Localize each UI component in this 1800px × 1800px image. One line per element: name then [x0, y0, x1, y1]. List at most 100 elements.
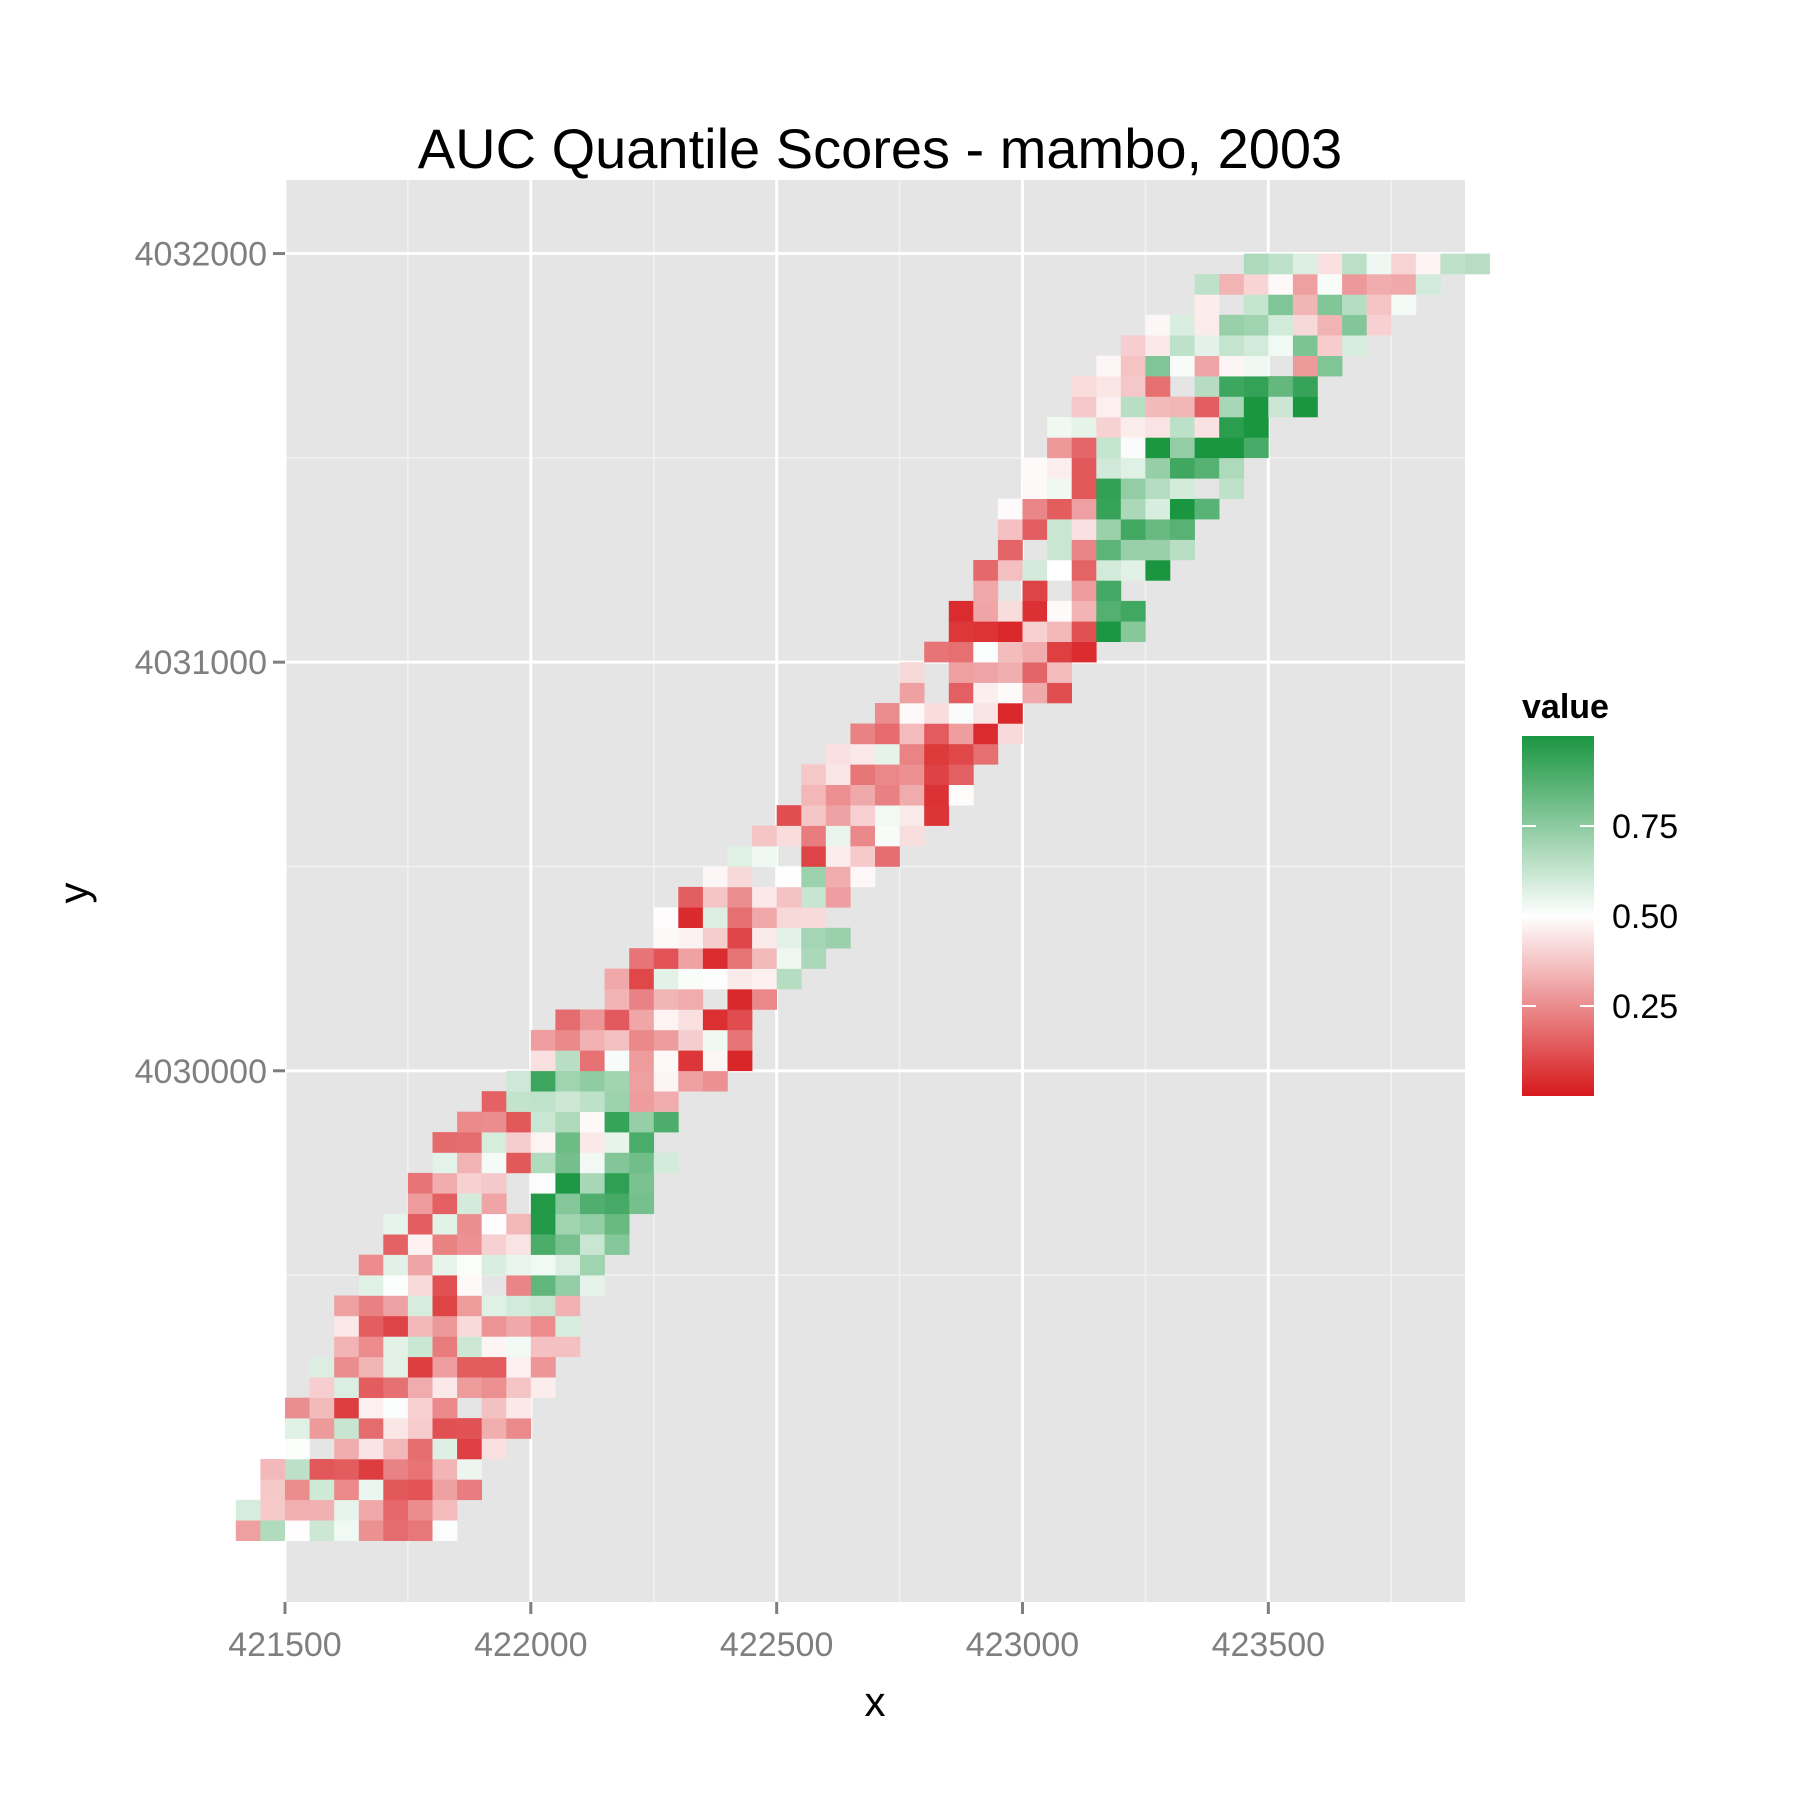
heatmap-cell — [407, 1295, 433, 1317]
heatmap-cell — [727, 886, 753, 908]
heatmap-cell — [1194, 498, 1220, 520]
heatmap-cell — [1047, 662, 1072, 683]
heatmap-cell — [850, 866, 876, 888]
heatmap-cell — [334, 1499, 360, 1521]
heatmap-cell — [825, 764, 851, 785]
heatmap-cell — [555, 1193, 581, 1215]
heatmap-cell — [383, 1397, 409, 1419]
heatmap-cell — [752, 989, 777, 1010]
heatmap-cell — [530, 1091, 556, 1112]
heatmap-cell — [530, 1050, 556, 1072]
heatmap-cell — [432, 1459, 458, 1480]
heatmap-cell — [776, 927, 802, 949]
heatmap-cell — [629, 989, 655, 1010]
heatmap-cell — [506, 1132, 532, 1153]
heatmap-cell — [1219, 376, 1245, 397]
heatmap-cell — [1391, 274, 1417, 295]
heatmap-cell — [1120, 539, 1146, 561]
heatmap-cell — [1170, 498, 1195, 520]
heatmap-cell — [1243, 417, 1269, 438]
heatmap-cell — [702, 907, 728, 928]
heatmap-cell — [383, 1520, 409, 1541]
heatmap-cell — [653, 1111, 679, 1133]
heatmap-cell — [776, 948, 802, 969]
heatmap-cell — [555, 1275, 581, 1296]
heatmap-cell — [580, 1254, 605, 1276]
heatmap-cell — [481, 1254, 507, 1276]
heatmap-cell — [1145, 376, 1171, 397]
heatmap-cell — [973, 723, 999, 745]
heatmap-cell — [530, 1213, 556, 1235]
heatmap-cell — [1342, 274, 1367, 295]
heatmap-cell — [457, 1438, 482, 1460]
heatmap-cell — [457, 1356, 482, 1378]
heatmap-cell — [1170, 417, 1195, 438]
heatmap-cell — [1120, 437, 1146, 459]
heatmap-cell — [407, 1459, 433, 1480]
heatmap-cell — [678, 948, 704, 969]
heatmap-cell — [580, 1213, 605, 1235]
heatmap-cell — [530, 1295, 556, 1317]
heatmap-cell — [899, 825, 925, 847]
heatmap-cell — [334, 1397, 360, 1419]
heatmap-cell — [1194, 376, 1220, 397]
heatmap-cell — [1047, 519, 1072, 540]
heatmap-cell — [948, 682, 974, 704]
heatmap-cell — [997, 498, 1023, 520]
heatmap-cell — [1243, 396, 1269, 418]
heatmap-cell — [334, 1438, 360, 1460]
heatmap-cell — [1219, 355, 1245, 377]
heatmap-cell — [825, 886, 851, 908]
heatmap-cell — [457, 1336, 482, 1358]
heatmap-cell — [407, 1418, 433, 1439]
heatmap-cell — [702, 886, 728, 908]
heatmap-cell — [629, 1152, 655, 1174]
heatmap-cell — [604, 1132, 630, 1153]
heatmap-cell — [1071, 457, 1097, 479]
heatmap-cell — [727, 1009, 753, 1031]
heatmap-cell — [727, 1050, 753, 1072]
heatmap-cell — [678, 927, 704, 949]
heatmap-cell — [1071, 478, 1097, 499]
heatmap-cell — [875, 764, 900, 785]
heatmap-cell — [801, 846, 827, 867]
heatmap-cell — [825, 866, 851, 888]
heatmap-cell — [1145, 478, 1171, 499]
heatmap-cell — [580, 1070, 605, 1092]
heatmap-cell — [1120, 417, 1146, 438]
heatmap-cell — [1145, 355, 1171, 377]
heatmap-cell — [752, 948, 777, 969]
heatmap-cell — [580, 1029, 605, 1051]
heatmap-cell — [678, 1050, 704, 1072]
heatmap-cell — [555, 1132, 581, 1153]
heatmap-cell — [702, 948, 728, 969]
heatmap-cell — [1047, 600, 1072, 622]
heatmap-cell — [850, 743, 876, 765]
heatmap-cell — [1022, 641, 1048, 663]
heatmap-cell — [285, 1459, 310, 1480]
heatmap-cell — [604, 989, 630, 1010]
heatmap-cell — [309, 1520, 335, 1541]
heatmap-cell — [1047, 417, 1072, 438]
heatmap-cell — [358, 1316, 384, 1337]
heatmap-cell — [1096, 519, 1122, 540]
legend-tick-label: 0.75 — [1612, 808, 1678, 846]
heatmap-cell — [1243, 274, 1269, 295]
heatmap-cell — [580, 1234, 605, 1255]
heatmap-cell — [432, 1172, 458, 1194]
heatmap-cell — [702, 968, 728, 990]
heatmap-cell — [997, 641, 1023, 663]
heatmap-cell — [997, 519, 1023, 540]
heatmap-cell — [530, 1193, 556, 1215]
heatmap-cell — [899, 764, 925, 785]
heatmap-cell — [260, 1499, 286, 1521]
heatmap-cell — [825, 805, 851, 826]
heatmap-cell — [1096, 417, 1122, 438]
heatmap-cell — [604, 1091, 630, 1112]
heatmap-cell — [334, 1418, 360, 1439]
heatmap-cell — [481, 1295, 507, 1317]
heatmap-cell — [432, 1316, 458, 1337]
heatmap-cell — [506, 1275, 532, 1296]
heatmap-cell — [580, 1111, 605, 1133]
heatmap-cell — [358, 1275, 384, 1296]
